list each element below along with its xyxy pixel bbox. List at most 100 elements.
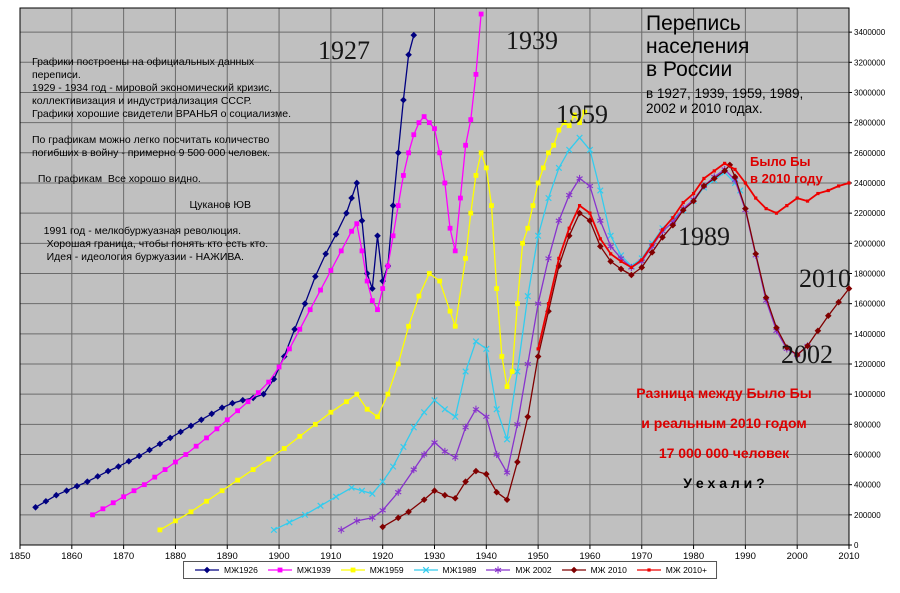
marker-square bbox=[452, 323, 458, 329]
marker-diamond bbox=[405, 51, 412, 59]
series-line bbox=[382, 164, 850, 528]
marker-dot bbox=[629, 265, 633, 270]
y-tick-label: 2200000 bbox=[854, 209, 886, 218]
marker-diamond bbox=[301, 300, 309, 307]
marker-diamond bbox=[410, 31, 418, 39]
marker-dot bbox=[733, 167, 737, 172]
marker-square bbox=[245, 399, 251, 405]
marker-diamond bbox=[534, 353, 542, 360]
legend-marker bbox=[340, 567, 365, 573]
marker-square bbox=[173, 459, 178, 465]
y-tick-label: 3200000 bbox=[854, 58, 886, 67]
marker-dot bbox=[567, 226, 571, 230]
marker-dot bbox=[598, 237, 602, 241]
marker-asterisk bbox=[410, 467, 418, 472]
marker-square bbox=[504, 384, 510, 390]
marker-diamond bbox=[358, 217, 366, 224]
year-label-2002: 2002 bbox=[781, 340, 833, 369]
legend-label: МЖ1926 bbox=[224, 565, 258, 575]
marker-dot bbox=[546, 302, 551, 306]
marker-asterisk bbox=[337, 527, 345, 533]
legend-marker bbox=[636, 568, 661, 572]
y-tick-label: 1200000 bbox=[854, 360, 886, 369]
marker-square bbox=[157, 527, 163, 533]
series-line bbox=[159, 111, 586, 531]
marker-diamond bbox=[835, 298, 842, 306]
x-tick-label: 1940 bbox=[476, 551, 497, 560]
marker-square bbox=[416, 293, 422, 299]
marker-square bbox=[551, 142, 557, 148]
marker-dot bbox=[754, 196, 758, 200]
legend-marker bbox=[561, 566, 586, 574]
marker-x bbox=[462, 368, 469, 375]
marker-diamond bbox=[503, 496, 511, 504]
marker-diamond bbox=[514, 458, 521, 466]
legend-label: МЖ1989 bbox=[442, 565, 477, 575]
marker-diamond bbox=[42, 497, 50, 505]
marker-square bbox=[458, 195, 463, 201]
year-label-1927: 1927 bbox=[318, 36, 370, 65]
marker-asterisk bbox=[353, 518, 361, 524]
marker-x bbox=[400, 443, 407, 451]
marker-diamond bbox=[322, 250, 329, 258]
x-tick-label: 1870 bbox=[113, 551, 134, 560]
marker-x bbox=[524, 292, 531, 300]
marker-diamond bbox=[597, 243, 604, 250]
marker-square bbox=[411, 132, 417, 138]
marker-square bbox=[100, 506, 106, 512]
marker-x bbox=[422, 566, 429, 574]
marker-diamond bbox=[348, 194, 355, 202]
marker-diamond bbox=[400, 96, 407, 104]
marker-diamond bbox=[291, 325, 298, 333]
marker-square bbox=[183, 452, 189, 457]
marker-square bbox=[530, 203, 536, 209]
marker-asterisk bbox=[472, 406, 480, 412]
marker-diamond bbox=[270, 375, 278, 383]
marker-dot bbox=[743, 181, 747, 185]
marker-square bbox=[447, 308, 453, 314]
marker-x bbox=[317, 502, 324, 510]
marker-square bbox=[556, 127, 562, 133]
marker-square bbox=[483, 165, 489, 171]
y-tick-label: 3000000 bbox=[854, 88, 886, 97]
marker-dot bbox=[650, 243, 654, 247]
marker-diamond bbox=[260, 390, 267, 398]
marker-x bbox=[472, 338, 480, 345]
marker-square bbox=[219, 488, 225, 494]
marker-asterisk bbox=[607, 244, 614, 249]
legend-item-4: МЖ 2002 bbox=[484, 565, 552, 575]
year-label-1939: 1939 bbox=[506, 26, 558, 55]
marker-square bbox=[281, 446, 287, 451]
marker-diamond bbox=[239, 396, 247, 404]
marker-square bbox=[152, 474, 158, 480]
marker-diamond bbox=[472, 467, 480, 475]
marker-asterisk bbox=[565, 192, 573, 198]
marker-diamond bbox=[762, 294, 770, 301]
y-tick-label: 2800000 bbox=[854, 119, 886, 128]
marker-diamond bbox=[565, 232, 573, 240]
y-tick-label: 1600000 bbox=[854, 300, 886, 309]
marker-diamond bbox=[451, 494, 459, 502]
marker-diamond bbox=[125, 457, 133, 465]
marker-x bbox=[270, 526, 278, 534]
marker-x bbox=[420, 409, 428, 416]
marker-square bbox=[344, 399, 349, 405]
marker-asterisk bbox=[451, 455, 459, 460]
x-tick-label: 1880 bbox=[165, 551, 186, 560]
marker-square bbox=[432, 126, 437, 132]
marker-diamond bbox=[405, 508, 412, 516]
marker-square bbox=[235, 408, 241, 414]
x-tick-label: 1950 bbox=[528, 551, 549, 560]
marker-square bbox=[561, 120, 567, 126]
marker-diamond bbox=[524, 413, 532, 421]
marker-diamond bbox=[94, 473, 102, 480]
marker-dot bbox=[847, 181, 851, 185]
marker-square bbox=[276, 364, 282, 370]
x-tick-label: 2010 bbox=[838, 551, 859, 560]
marker-square bbox=[395, 361, 401, 367]
series-0 bbox=[32, 31, 418, 511]
marker-diamond bbox=[312, 273, 319, 280]
marker-square bbox=[277, 567, 283, 573]
marker-dot bbox=[588, 211, 592, 215]
marker-dot bbox=[826, 188, 830, 193]
